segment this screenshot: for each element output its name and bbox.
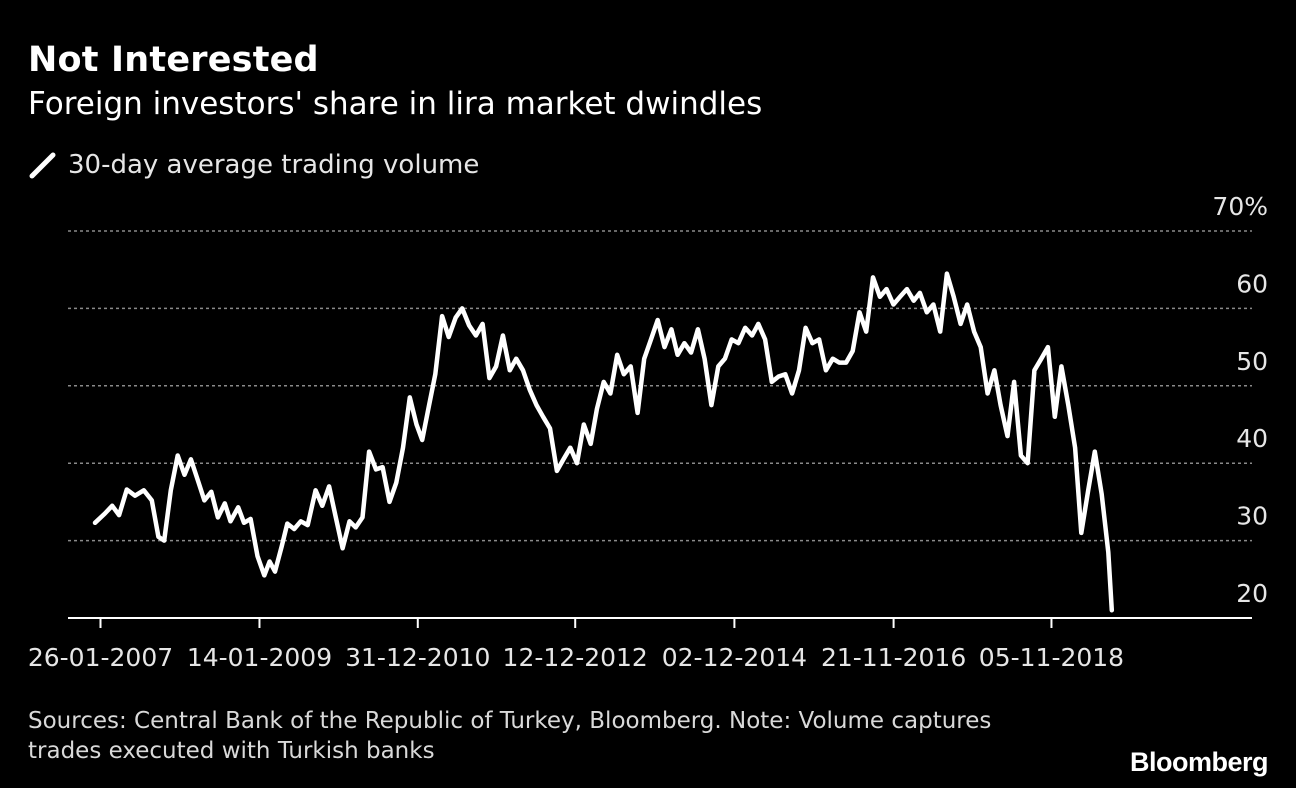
x-tick-label: 31-12-2010 [345,643,490,672]
x-tick-label: 14-01-2009 [187,643,332,672]
legend-label: 30-day average trading volume [68,150,480,180]
legend: 30-day average trading volume [28,150,479,180]
x-tick-label: 21-11-2016 [821,643,966,672]
chart-subtitle: Foreign investors' share in lira market … [28,86,763,122]
chart-title: Not Interested [28,40,319,80]
line-chart: 70% 60 50 40 30 20 26-01-2007 14-01-2009 31-12-2… [28,192,1268,672]
y-tick-label: 50 [1236,347,1268,376]
y-tick-label: 70% [1212,192,1268,221]
brand-logo: Bloomberg [1129,747,1269,777]
y-tick-label: 60 [1236,269,1268,298]
y-tick-label: 30 [1236,502,1268,531]
x-tick-label: 05-11-2018 [979,643,1124,672]
x-tick-label: 02-12-2014 [662,643,807,672]
y-tick-label: 20 [1236,579,1268,608]
y-tick-label: 40 [1236,424,1268,453]
series-line [92,271,1115,613]
source-note: Sources: Central Bank of the Republic of… [28,708,992,764]
line-swatch-icon [29,152,56,179]
x-tick-label: 26-01-2007 [28,643,173,672]
x-tick-label: 12-12-2012 [503,643,648,672]
